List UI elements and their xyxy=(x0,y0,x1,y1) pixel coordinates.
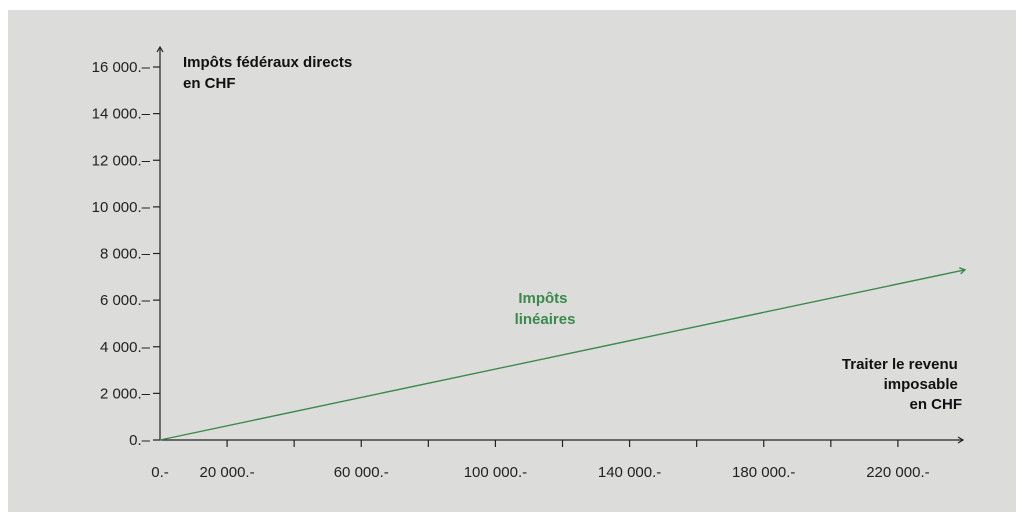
y-axis-arrow-icon xyxy=(156,45,164,53)
y-tick-label: 16 000.– xyxy=(92,59,151,76)
y-tick-label: 14 000.– xyxy=(92,106,151,123)
series-label-line-2: linéaires xyxy=(515,311,576,328)
y-tick-label: 4 000.– xyxy=(100,339,151,356)
x-axis-title: Traiter le revenu imposable en CHF xyxy=(842,356,962,413)
y-tick-label: 0.– xyxy=(129,432,151,449)
series-arrow-icon xyxy=(959,267,967,275)
y-tick-label: 10 000.– xyxy=(92,199,151,216)
x-tick-label: 0.- xyxy=(151,464,169,481)
y-axis-title: Impôts fédéraux directs en CHF xyxy=(183,54,356,92)
x-axis-title-line-2: imposable xyxy=(884,376,958,393)
x-tick-label: 180 000.- xyxy=(732,464,795,481)
x-axis-arrow-icon xyxy=(957,436,965,444)
chart-panel xyxy=(8,10,1016,512)
series-label-line-1: Impôts xyxy=(518,290,567,307)
x-tick-label: 100 000.- xyxy=(464,464,527,481)
x-tick-label: 60 000.- xyxy=(334,464,389,481)
y-axis-title-line-2: en CHF xyxy=(183,75,236,92)
series-label: Impôts linéaires xyxy=(515,290,576,328)
x-tick-label: 220 000.- xyxy=(866,464,929,481)
series-line xyxy=(159,269,966,441)
y-tick-label: 2 000.– xyxy=(100,385,151,402)
x-tick-label: 20 000.- xyxy=(200,464,255,481)
x-tick-label: 140 000.- xyxy=(598,464,661,481)
y-tick-label: 6 000.– xyxy=(100,292,151,309)
y-tick-label: 12 000.– xyxy=(92,152,151,169)
y-tick-label: 8 000.– xyxy=(100,246,151,263)
x-axis-title-line-3: en CHF xyxy=(910,396,963,413)
x-axis-title-line-1: Traiter le revenu xyxy=(842,356,958,373)
y-axis-title-line-1: Impôts fédéraux directs xyxy=(183,54,352,71)
